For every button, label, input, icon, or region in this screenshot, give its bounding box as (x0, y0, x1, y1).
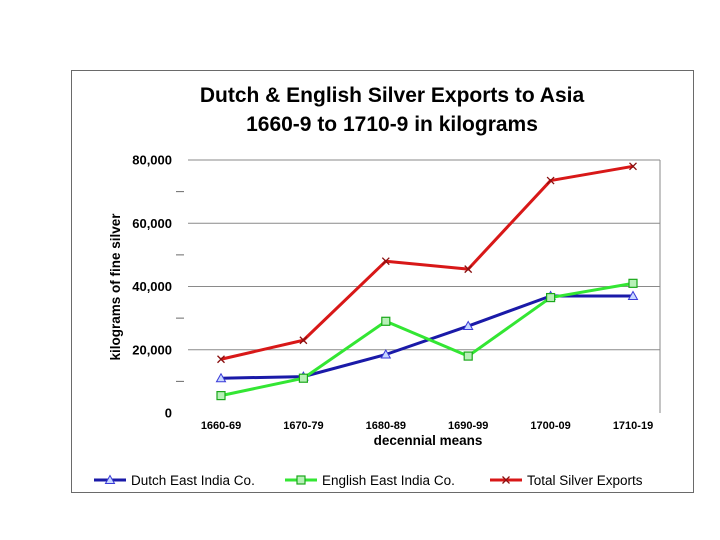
y-tick-label: 60,000 (132, 216, 172, 231)
data-point-x (464, 265, 473, 274)
data-point-square (381, 316, 391, 326)
y-tick-label: 40,000 (132, 279, 172, 294)
data-point-x (299, 336, 308, 345)
legend-item: Total Silver Exports (490, 473, 643, 488)
series-lines (215, 162, 639, 401)
data-point-triangle (627, 290, 639, 300)
y-axis-label: kilograms of fine silver (108, 213, 123, 361)
x-tick-label: 1660-69 (201, 420, 241, 432)
legend-label: Dutch East India Co. (131, 473, 255, 488)
gridlines (188, 159, 660, 351)
x-axis-label: decennial means (374, 433, 483, 448)
axes (176, 160, 661, 413)
line-chart: Dutch & English Silver Exports to Asia 1… (94, 84, 661, 488)
data-point-x (502, 476, 510, 484)
data-point-square (463, 351, 473, 361)
legend-item: Dutch East India Co. (94, 473, 255, 488)
legend-label: Total Silver Exports (527, 473, 643, 488)
series-x (217, 162, 637, 364)
data-point-x (381, 257, 390, 266)
series-line (220, 281, 634, 398)
data-point-square (546, 292, 556, 303)
x-tick-label: 1690-99 (448, 420, 488, 432)
x-tick-labels: 1660-69 1670-79 1680-89 1690-99 1700-09 1710-… (201, 420, 653, 432)
data-point-square (628, 278, 638, 288)
data-point-triangle (462, 320, 474, 331)
data-point-triangle (104, 474, 116, 484)
x-tick-label: 1670-79 (283, 420, 323, 432)
data-point-x (217, 355, 225, 364)
x-tick-label: 1710-19 (613, 420, 653, 432)
legend-label: English East India Co. (322, 473, 455, 488)
y-tick-label: 0 (165, 406, 172, 421)
y-tick-label: 80,000 (132, 153, 172, 168)
series-line (220, 164, 634, 361)
data-point-x (546, 176, 555, 185)
legend: Dutch East India Co. English East India C… (94, 473, 643, 488)
series-triangle (215, 290, 639, 383)
data-point-triangle (380, 348, 392, 359)
legend-item: English East India Co. (285, 473, 455, 488)
chart-frame: Dutch & English Silver Exports to Asia 1… (71, 70, 694, 493)
x-tick-label: 1680-89 (366, 420, 406, 432)
data-point-triangle (215, 372, 227, 383)
data-point-square (216, 391, 226, 401)
chart-title-line-1: Dutch & English Silver Exports to Asia (200, 84, 585, 107)
y-tick-labels: 0 20,000 40,000 60,000 80,000 (132, 153, 172, 421)
data-point-square (296, 475, 306, 485)
data-point-square (298, 373, 308, 383)
y-tick-label: 20,000 (132, 342, 172, 357)
chart-title-line-2: 1660-9 to 1710-9 in kilograms (246, 113, 538, 136)
series-square (216, 278, 638, 401)
data-point-x (629, 162, 637, 171)
x-tick-label: 1700-09 (530, 420, 570, 432)
